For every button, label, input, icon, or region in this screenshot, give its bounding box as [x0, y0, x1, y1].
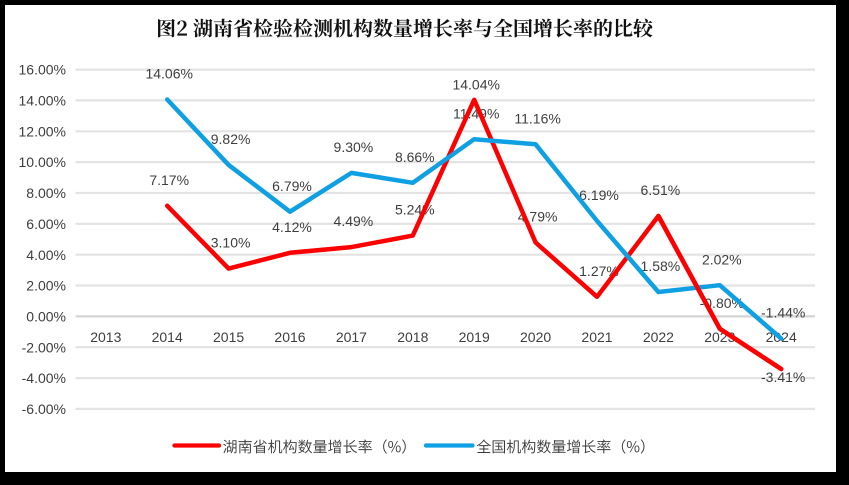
- svg-text:2020: 2020: [520, 329, 551, 345]
- svg-text:2019: 2019: [459, 329, 490, 345]
- svg-text:-2.00%: -2.00%: [22, 339, 66, 355]
- svg-text:4.00%: 4.00%: [26, 247, 66, 263]
- svg-text:6.79%: 6.79%: [272, 178, 312, 194]
- svg-text:14.00%: 14.00%: [19, 93, 66, 109]
- svg-text:6.19%: 6.19%: [579, 187, 619, 203]
- svg-text:1.27%: 1.27%: [579, 263, 619, 279]
- svg-text:0.00%: 0.00%: [26, 309, 66, 325]
- svg-text:-3.41%: -3.41%: [761, 369, 805, 385]
- svg-text:6.51%: 6.51%: [641, 182, 681, 198]
- svg-text:2014: 2014: [152, 329, 183, 345]
- svg-text:4.49%: 4.49%: [334, 213, 374, 229]
- svg-text:1.58%: 1.58%: [641, 258, 681, 274]
- svg-text:10.00%: 10.00%: [19, 154, 66, 170]
- svg-text:14.04%: 14.04%: [452, 76, 499, 92]
- svg-text:2021: 2021: [581, 329, 612, 345]
- svg-text:2.02%: 2.02%: [702, 251, 742, 267]
- svg-text:2018: 2018: [397, 329, 428, 345]
- svg-text:-1.44%: -1.44%: [761, 305, 805, 321]
- svg-text:2015: 2015: [213, 329, 244, 345]
- svg-text:2016: 2016: [274, 329, 305, 345]
- svg-text:-4.00%: -4.00%: [22, 370, 66, 386]
- svg-text:14.06%: 14.06%: [145, 66, 192, 82]
- svg-text:2.00%: 2.00%: [26, 278, 66, 294]
- svg-text:6.00%: 6.00%: [26, 216, 66, 232]
- svg-text:2013: 2013: [90, 329, 121, 345]
- svg-text:7.17%: 7.17%: [149, 172, 189, 188]
- svg-text:9.30%: 9.30%: [334, 139, 374, 155]
- svg-text:11.16%: 11.16%: [514, 110, 560, 126]
- svg-text:8.00%: 8.00%: [26, 185, 66, 201]
- svg-text:9.82%: 9.82%: [211, 131, 251, 147]
- svg-text:2022: 2022: [643, 329, 674, 345]
- svg-text:8.66%: 8.66%: [395, 149, 435, 165]
- svg-text:16.00%: 16.00%: [19, 62, 66, 78]
- svg-text:12.00%: 12.00%: [19, 123, 66, 139]
- svg-text:-6.00%: -6.00%: [22, 401, 66, 417]
- svg-text:2017: 2017: [336, 329, 367, 345]
- svg-text:4.12%: 4.12%: [272, 219, 312, 235]
- svg-text:3.10%: 3.10%: [211, 235, 251, 251]
